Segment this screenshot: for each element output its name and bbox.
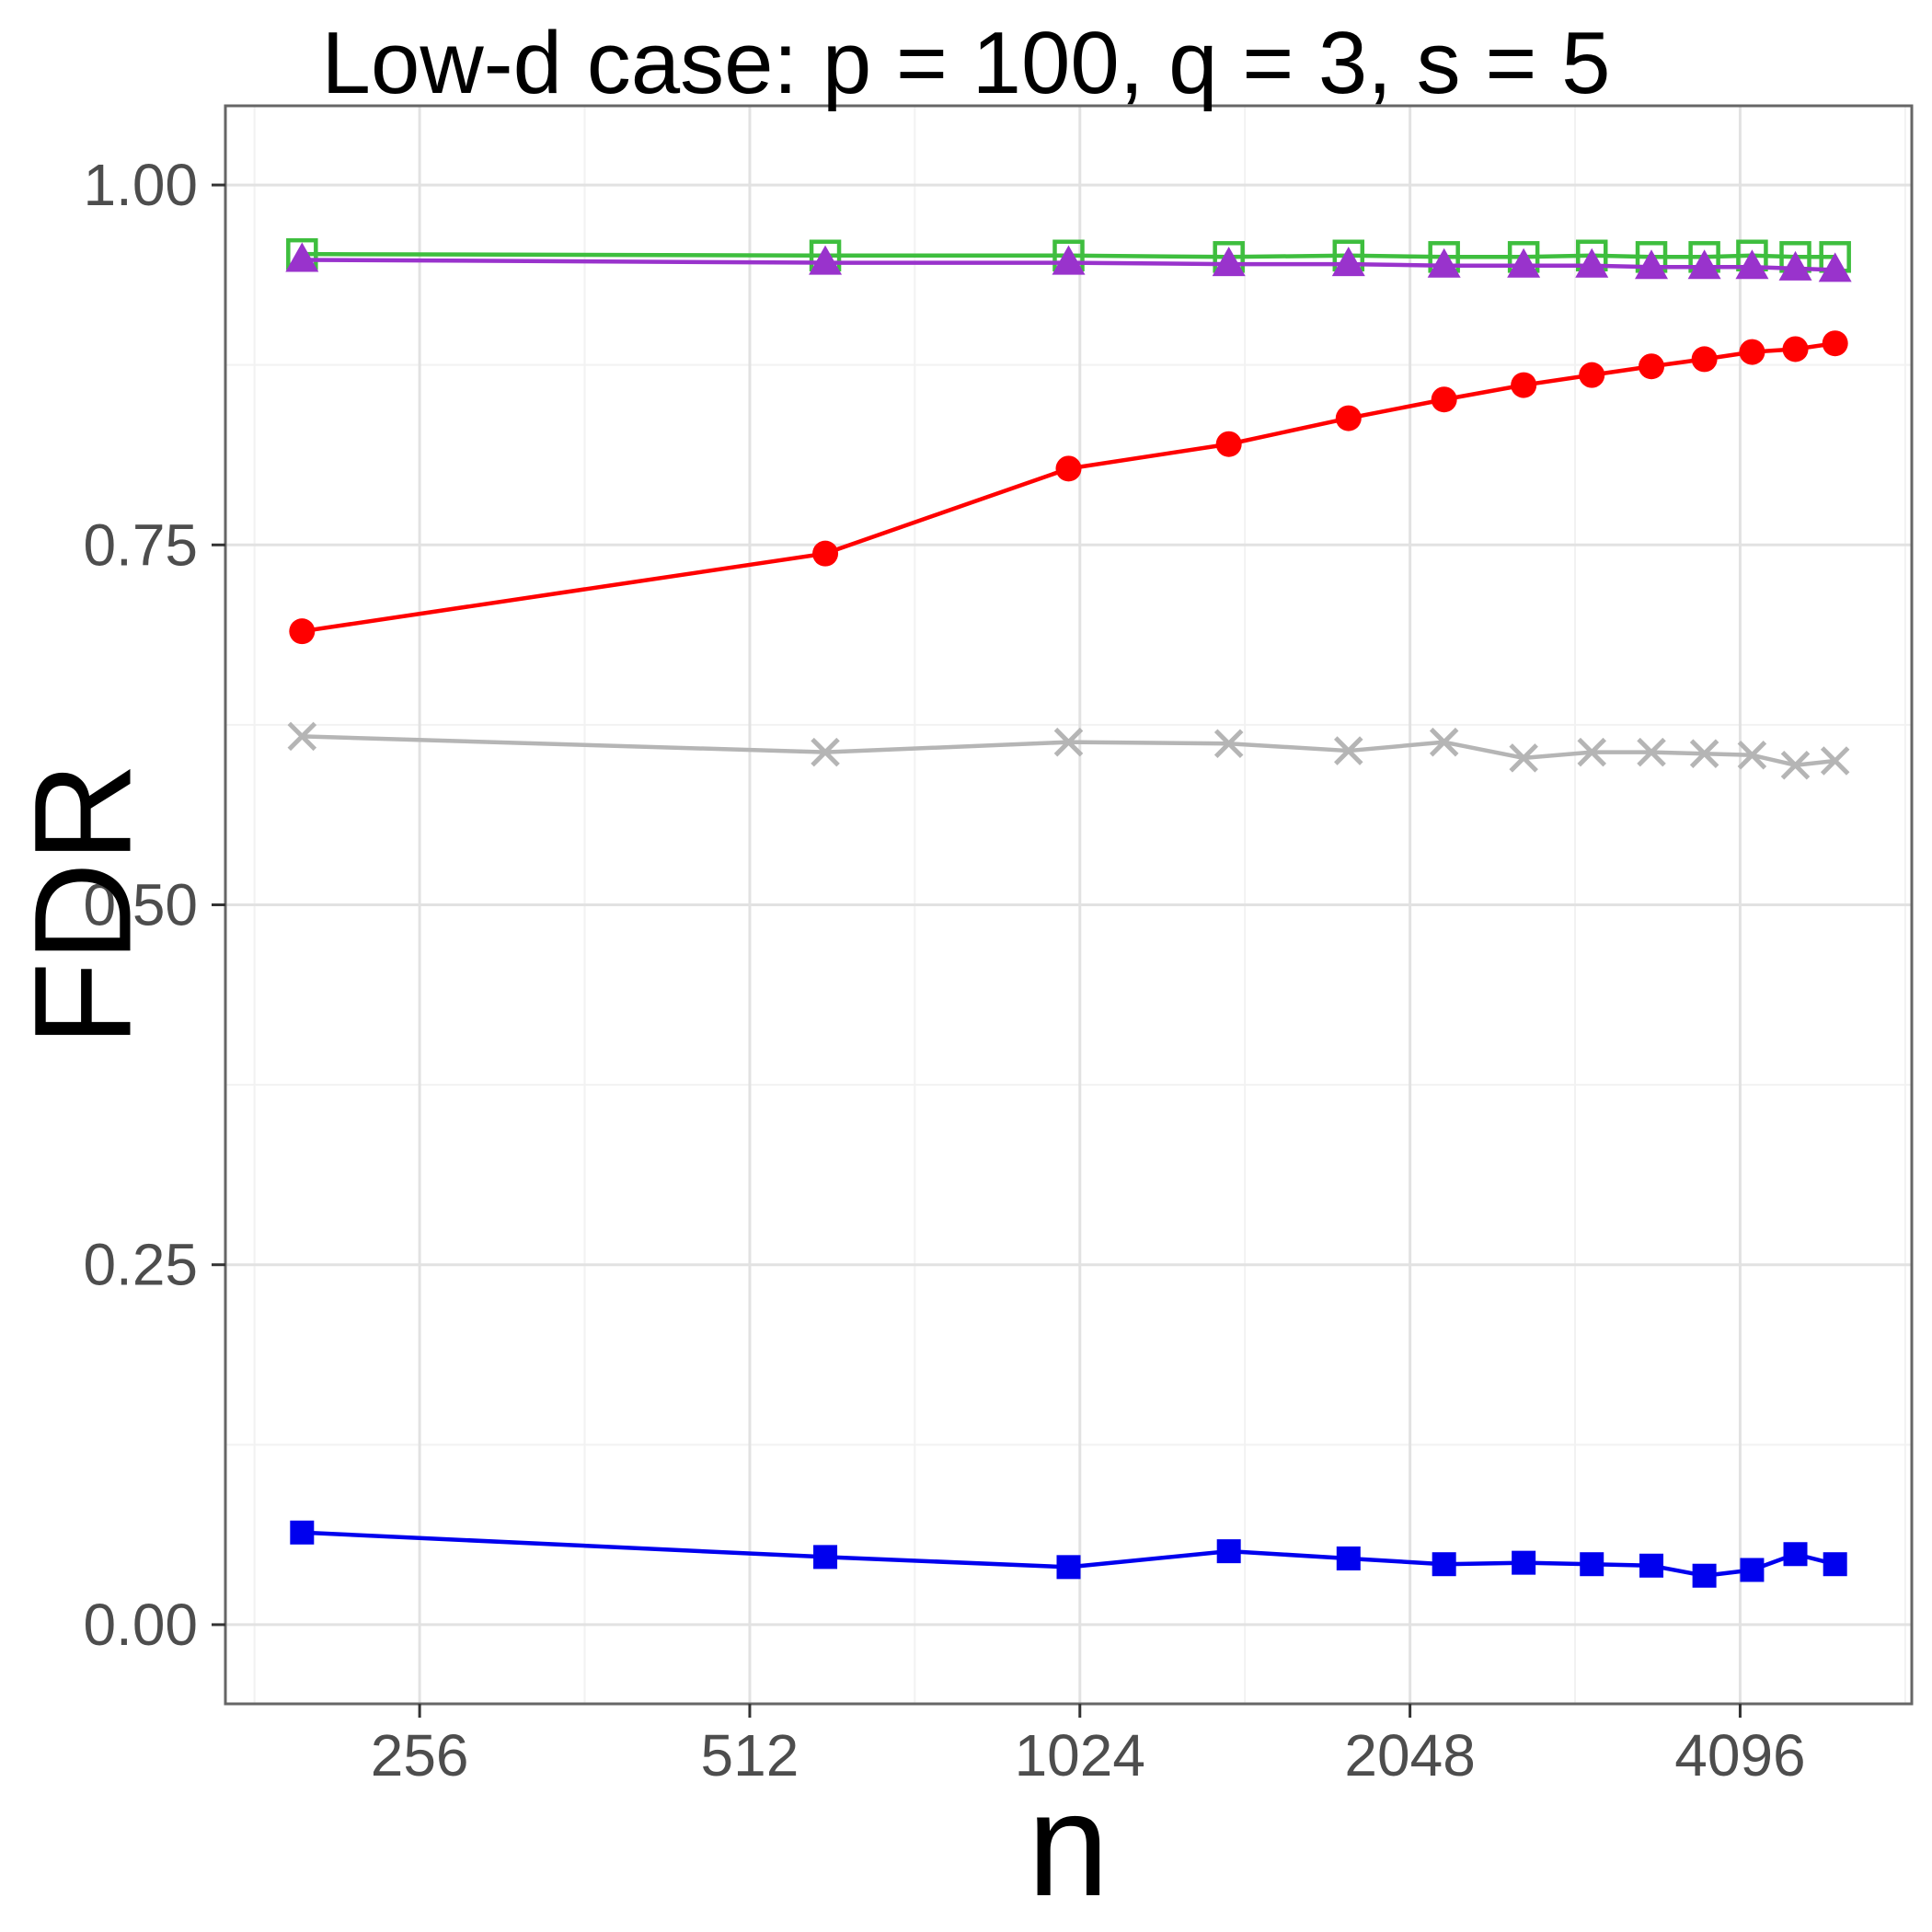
blue-square-point-marker [1639, 1553, 1664, 1578]
blue-square-point-marker [1580, 1552, 1604, 1577]
purple-triangle-point-marker [1687, 249, 1721, 280]
x-tick-label: 512 [701, 1722, 799, 1788]
chart-title: Low-d case: p = 100, q = 3, s = 5 [321, 14, 1611, 112]
blue-square-point-marker [1783, 1542, 1808, 1567]
gray-x-point-marker [1820, 746, 1850, 776]
purple-triangle-point-marker [1052, 245, 1086, 275]
purple-triangle-point-marker [1818, 252, 1852, 282]
x-tick-label: 2048 [1344, 1722, 1475, 1788]
gray-x-point-marker [1213, 729, 1244, 759]
blue-square-point-marker [1692, 1563, 1717, 1588]
series-purple-triangle [285, 242, 1852, 282]
gray-x-point-marker [1780, 750, 1811, 780]
y-axis-label: FDR [5, 762, 160, 1047]
gray-x-point-marker [1689, 739, 1719, 768]
purple-triangle-point-marker [1507, 247, 1541, 278]
blue-square-point-marker [1216, 1539, 1241, 1564]
blue-square-point-marker [813, 1545, 838, 1570]
purple-triangle-point-marker [1427, 247, 1461, 278]
red-circle-point-marker [1579, 362, 1605, 388]
y-tick-label: 0.25 [83, 1232, 198, 1298]
blue-square-point-marker [1740, 1558, 1765, 1582]
purple-triangle-point-marker [809, 245, 843, 275]
purple-triangle-point-marker [285, 242, 319, 272]
red-circle-point-marker [1431, 386, 1457, 413]
x-tick-label: 256 [371, 1722, 469, 1788]
red-circle-point-marker [1215, 431, 1242, 457]
blue-square-point-marker [1056, 1555, 1081, 1580]
purple-triangle-point-marker [1635, 249, 1669, 280]
blue-square-point-marker [1432, 1552, 1456, 1577]
gray-x-point-marker [1509, 743, 1538, 773]
gray-x-point-marker [287, 721, 317, 752]
red-circle-point-marker [1335, 405, 1362, 431]
gray-x-point-marker [1053, 727, 1084, 757]
purple-triangle-point-marker [1331, 247, 1365, 277]
y-tick-label: 0.50 [83, 872, 198, 938]
series-gray-x [287, 721, 1850, 780]
gray-x-point-marker [1737, 740, 1767, 770]
series-blue-square [290, 1520, 1847, 1588]
y-tick-label: 0.75 [83, 512, 198, 578]
purple-triangle-point-marker [1778, 250, 1812, 281]
red-circle-point-marker [812, 540, 839, 567]
x-tick-label: 4096 [1674, 1722, 1805, 1788]
y-tick-label: 0.00 [83, 1592, 198, 1658]
blue-square-point-marker [290, 1520, 315, 1545]
red-circle-point-marker [1639, 353, 1665, 380]
red-circle-point-marker [1739, 339, 1765, 365]
blue-square-point-marker [1336, 1546, 1361, 1570]
gray-x-point-marker [1577, 737, 1607, 767]
purple-triangle-point-marker [1575, 247, 1609, 278]
gray-x-point-marker [1334, 736, 1363, 765]
gray-x-point-marker [1429, 727, 1459, 757]
red-circle-point-marker [1511, 372, 1537, 398]
y-tick-label: 1.00 [83, 152, 198, 218]
red-circle-point-marker [1822, 330, 1848, 357]
blue-square-point-marker [1512, 1550, 1536, 1575]
blue-square-point-marker [1823, 1552, 1847, 1577]
red-circle-point-marker [1055, 455, 1082, 482]
purple-triangle-point-marker [1735, 249, 1769, 280]
gray-x-point-marker [1637, 737, 1666, 767]
red-circle-point-marker [289, 618, 316, 645]
red-circle-point-marker [1691, 346, 1718, 373]
red-circle-point-marker [1782, 336, 1809, 362]
series-red-circle [289, 330, 1848, 645]
gray-x-point-marker [811, 737, 840, 767]
x-tick-label: 1024 [1015, 1722, 1145, 1788]
x-axis-label: n [1027, 1762, 1110, 1926]
purple-triangle-point-marker [1212, 247, 1246, 277]
